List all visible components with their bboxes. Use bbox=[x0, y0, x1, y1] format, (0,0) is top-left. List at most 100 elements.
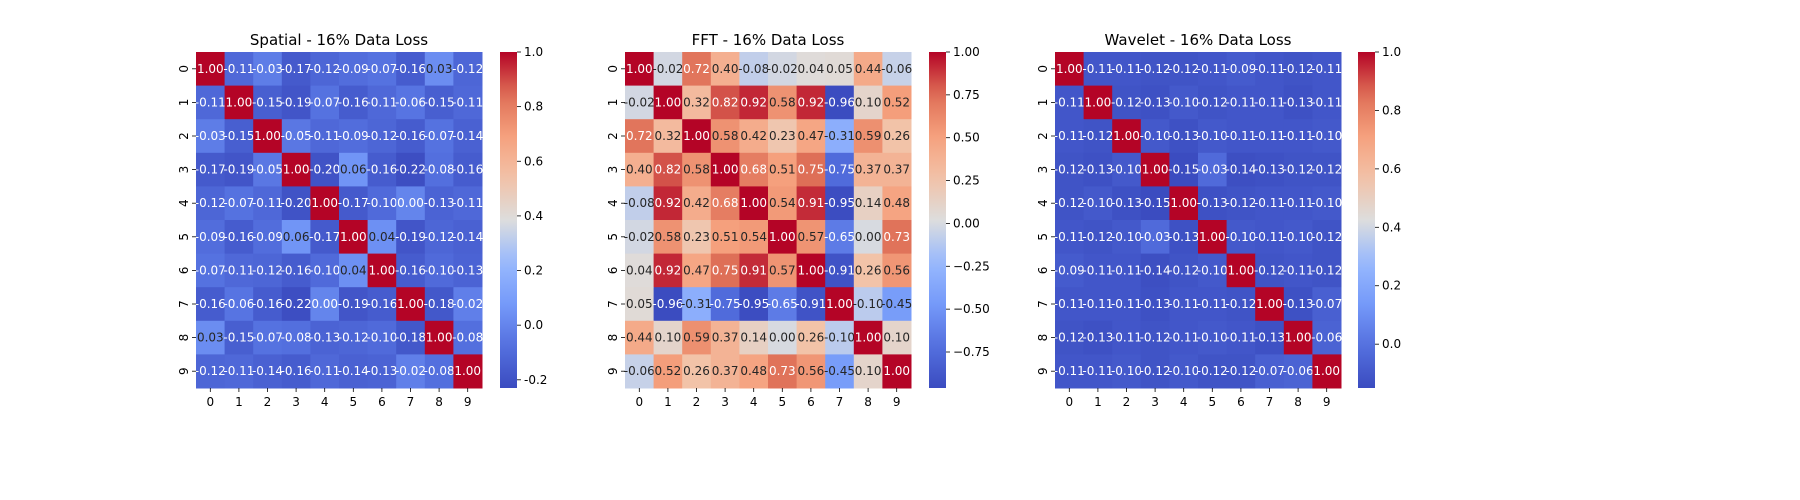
cell-value-label: -0.14 bbox=[338, 364, 369, 378]
cell-value-label: -0.11 bbox=[1054, 129, 1085, 143]
colorbar-tick-label: −0.25 bbox=[953, 259, 990, 273]
x-tick-label: 2 bbox=[693, 395, 701, 409]
cell-value-label: 0.04 bbox=[340, 263, 367, 277]
cell-value-label: -0.15 bbox=[223, 129, 254, 143]
cell-value-label: 0.26 bbox=[855, 263, 882, 277]
heatmap-cell bbox=[739, 220, 769, 255]
heatmap-cell bbox=[710, 186, 740, 221]
heatmap-cell bbox=[367, 152, 397, 187]
heatmap-cell bbox=[853, 152, 883, 187]
heatmap-cell bbox=[768, 354, 798, 389]
cell-value-label: -0.11 bbox=[1082, 364, 1113, 378]
cell-value-label: -0.13 bbox=[1254, 331, 1285, 345]
heatmap-cell bbox=[625, 119, 655, 154]
heatmap-cell bbox=[453, 220, 483, 255]
colorbar-tick-label: 1.0 bbox=[524, 45, 543, 59]
cell-value-label: -0.09 bbox=[195, 230, 226, 244]
cell-value-label: -0.16 bbox=[452, 163, 483, 177]
heatmap-cell bbox=[1169, 253, 1199, 288]
cell-value-label: 0.10 bbox=[655, 331, 682, 345]
cell-value-label: -0.13 bbox=[452, 263, 483, 277]
cell-value-label: -0.12 bbox=[452, 62, 483, 76]
cell-value-label: 1.00 bbox=[1256, 297, 1283, 311]
cell-value-label: -0.75 bbox=[824, 163, 855, 177]
heatmap-cell bbox=[768, 119, 798, 154]
colorbar-tick-label: 1.0 bbox=[1382, 45, 1401, 59]
heatmap-cell bbox=[739, 85, 769, 120]
cell-value-label: -0.10 bbox=[1283, 230, 1314, 244]
cell-value-label: -0.16 bbox=[223, 230, 254, 244]
heatmap-cell bbox=[710, 220, 740, 255]
heatmap-cell bbox=[882, 119, 912, 154]
y-tick-label: 0 bbox=[606, 65, 620, 73]
heatmap-cell bbox=[1055, 119, 1085, 154]
cell-value-label: 0.00 bbox=[311, 297, 338, 311]
cell-value-label: 1.00 bbox=[340, 230, 367, 244]
heatmap-cell bbox=[796, 220, 826, 255]
heatmap-cell bbox=[1255, 220, 1285, 255]
heatmap-cell bbox=[281, 119, 311, 154]
x-tick-label: 4 bbox=[321, 395, 329, 409]
heatmap-cell bbox=[396, 253, 426, 288]
heatmap-cell bbox=[1140, 152, 1170, 187]
cell-value-label: -0.02 bbox=[395, 364, 426, 378]
heatmap-cell bbox=[367, 354, 397, 389]
heatmap-cell bbox=[367, 320, 397, 355]
cell-value-label: -0.10 bbox=[1140, 129, 1171, 143]
cell-value-label: -0.10 bbox=[1225, 230, 1256, 244]
cell-value-label: -0.11 bbox=[452, 95, 483, 109]
cell-value-label: 0.57 bbox=[769, 263, 796, 277]
y-tick-label: 5 bbox=[1036, 233, 1050, 241]
heatmap-cell bbox=[853, 85, 883, 120]
x-tick-label: 3 bbox=[292, 395, 300, 409]
heatmap-cell bbox=[367, 52, 397, 87]
heatmap-cell bbox=[1169, 52, 1199, 87]
cell-value-label: -0.11 bbox=[195, 95, 226, 109]
x-tick-label: 9 bbox=[893, 395, 901, 409]
cell-value-label: -0.12 bbox=[1082, 230, 1113, 244]
cell-value-label: -0.07 bbox=[195, 263, 226, 277]
cell-value-label: 0.92 bbox=[740, 95, 767, 109]
heatmap-cell bbox=[453, 253, 483, 288]
cell-value-label: -0.11 bbox=[1254, 95, 1285, 109]
heatmap-cell bbox=[1283, 220, 1313, 255]
heatmap-cell bbox=[1083, 119, 1113, 154]
colorbar-tick-label: −0.50 bbox=[953, 302, 990, 316]
cell-value-label: -0.11 bbox=[1254, 62, 1285, 76]
heatmap-cell bbox=[453, 85, 483, 120]
x-tick-label: 6 bbox=[1237, 395, 1245, 409]
cell-value-label: -0.10 bbox=[824, 331, 855, 345]
cell-value-label: 1.00 bbox=[740, 196, 767, 210]
cell-value-label: 1.00 bbox=[883, 364, 910, 378]
heatmap-cell bbox=[1055, 52, 1085, 87]
cell-value-label: 1.00 bbox=[626, 62, 653, 76]
cell-value-label: 1.00 bbox=[683, 129, 710, 143]
cell-value-label: -0.11 bbox=[223, 364, 254, 378]
heatmap-cell bbox=[1283, 119, 1313, 154]
heatmap-cell bbox=[1055, 152, 1085, 187]
cell-value-label: -0.13 bbox=[1140, 95, 1171, 109]
cell-value-label: 0.42 bbox=[683, 196, 710, 210]
cell-value-label: 1.00 bbox=[454, 364, 481, 378]
cell-value-label: 1.00 bbox=[226, 95, 253, 109]
cell-value-label: 1.00 bbox=[426, 331, 453, 345]
colorbar bbox=[1358, 52, 1375, 388]
cell-value-label: 0.03 bbox=[426, 62, 453, 76]
cell-value-label: -0.11 bbox=[1111, 263, 1142, 277]
cell-value-label: -0.06 bbox=[223, 297, 254, 311]
cell-value-label: -0.13 bbox=[1082, 163, 1113, 177]
chart-title: Spatial - 16% Data Loss bbox=[250, 31, 428, 49]
y-tick-label: 6 bbox=[1036, 267, 1050, 275]
cell-value-label: -0.02 bbox=[624, 230, 655, 244]
heatmap-cell bbox=[796, 253, 826, 288]
cell-value-label: 1.00 bbox=[1113, 129, 1140, 143]
heatmap-cell bbox=[1312, 354, 1342, 389]
cell-value-label: -0.12 bbox=[1254, 263, 1285, 277]
heatmap-cell bbox=[1140, 52, 1170, 87]
heatmap-cell bbox=[768, 253, 798, 288]
cell-value-label: 0.14 bbox=[855, 196, 882, 210]
heatmap-cell bbox=[1283, 287, 1313, 322]
cell-value-label: -0.13 bbox=[424, 196, 455, 210]
